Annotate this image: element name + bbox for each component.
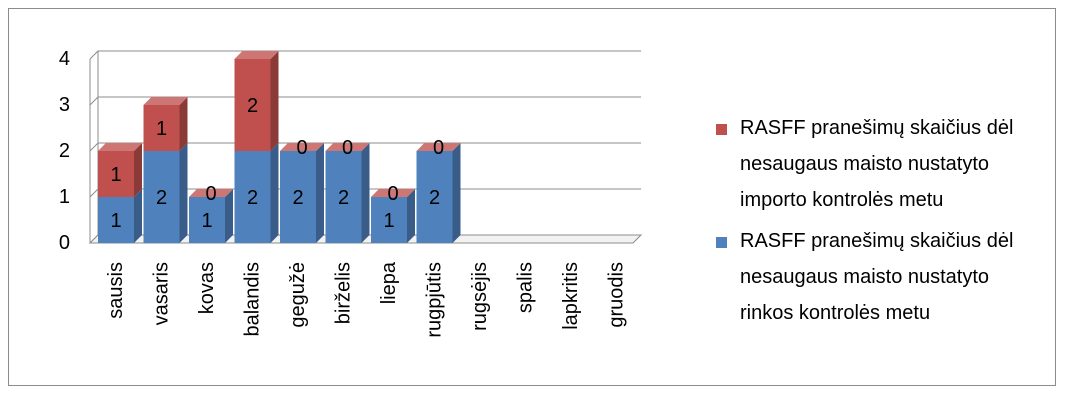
data-label: 2 (338, 187, 349, 209)
x-tick-label: spalis (515, 262, 537, 313)
gridline (89, 50, 641, 60)
chart-frame (8, 8, 1056, 386)
data-label: 2 (247, 95, 258, 117)
bar-top-highlight (416, 143, 461, 151)
legend-line: RASFF pranešimų skaičius dėl (740, 117, 1014, 139)
bar-red-side (179, 97, 188, 151)
bar-red-front (98, 151, 134, 197)
bar-blue-side (134, 189, 142, 243)
bar-top (189, 189, 233, 197)
bar-top-highlight (189, 189, 233, 197)
data-label: 1 (201, 210, 212, 232)
legend-line: rinkos kontrolės metu (740, 302, 931, 324)
bar-top (371, 189, 415, 197)
bar-top (143, 97, 188, 105)
x-tick-label: kovas (196, 262, 218, 314)
data-label: 0 (342, 137, 353, 159)
x-tick-label: liepa (378, 261, 400, 304)
data-label: 0 (205, 183, 216, 205)
bar-blue-front (416, 151, 453, 243)
bar-blue-front (234, 151, 271, 243)
bar-red-side (270, 51, 279, 151)
data-label: 2 (156, 187, 167, 209)
bar-blue-side (179, 143, 188, 243)
x-tick-label: rugsėjis (469, 262, 491, 331)
bar-blue-front (189, 197, 225, 243)
legend-line: importo kontrolės metu (740, 189, 944, 211)
y-tick-label: 1 (59, 186, 70, 208)
bar-top-highlight (371, 189, 415, 197)
bar-blue-side (407, 189, 415, 243)
x-tick-label: lapkritis (560, 262, 582, 330)
y-tick-label: 0 (59, 232, 70, 254)
bar-top (325, 143, 370, 151)
x-tick-label: birželis (333, 262, 355, 324)
bar-top (416, 143, 461, 151)
bar-top-highlight (234, 51, 279, 59)
data-label: 1 (383, 210, 394, 232)
bar-red-front (234, 59, 271, 151)
x-axis-ticks: sausis vasaris kovas balandis gegužė birželis… (105, 261, 628, 337)
x-tick-label: rugpjūtis (424, 262, 446, 338)
legend-label-market: RASFF pranešimų skaičius dėl nesaugaus m… (740, 223, 1050, 331)
data-label: 1 (110, 210, 121, 232)
bar-blue-front (280, 151, 316, 243)
bar-top-highlight (143, 97, 188, 105)
bar-red-front (143, 105, 180, 151)
bar-top-highlight (325, 143, 370, 151)
bar-red-side (134, 143, 142, 197)
data-label: 0 (433, 137, 444, 159)
legend-line: nesaugaus maisto nustatyto (740, 153, 990, 175)
data-label: 2 (429, 187, 440, 209)
data-label: 0 (387, 183, 398, 205)
legend-swatch-import (716, 124, 727, 135)
legend-label-import: RASFF pranešimų skaičius dėl nesaugaus m… (740, 110, 1050, 218)
bar-blue-front (371, 197, 407, 243)
data-label: 1 (156, 118, 167, 140)
x-tick-label: vasaris (151, 262, 173, 325)
x-tick-label: gegužė (287, 262, 309, 328)
legend-line: RASFF pranešimų skaičius dėl (740, 230, 1014, 252)
bar-blue-side (452, 143, 461, 243)
data-labels: 1 1 2 1 1 0 2 2 2 0 2 0 1 0 2 0 (110, 95, 444, 232)
bar-series (98, 51, 461, 243)
legend-line: nesaugaus maisto nustatyto (740, 266, 990, 288)
bar-blue-front (325, 151, 362, 243)
y-axis-ticks: 0 1 2 3 4 (59, 48, 70, 254)
x-tick-label: balandis (242, 262, 264, 337)
data-label: 2 (247, 187, 258, 209)
y-tick-label: 4 (59, 48, 70, 70)
bar-top (280, 143, 324, 151)
legend-swatch-market (716, 237, 727, 248)
bar-blue-side (361, 143, 370, 243)
bar-top (98, 143, 142, 151)
y-tick-label: 2 (59, 140, 70, 162)
bar-blue-front (98, 197, 134, 243)
bar-top (234, 51, 279, 59)
bar-blue-front (143, 151, 180, 243)
bar-top-highlight (98, 143, 142, 151)
data-label: 2 (292, 187, 303, 209)
y-tick-label: 3 (59, 94, 70, 116)
bar-blue-side (270, 143, 279, 243)
data-label: 1 (110, 164, 121, 186)
bar-top-highlight (280, 143, 324, 151)
data-label: 0 (296, 137, 307, 159)
bar-blue-side (225, 189, 233, 243)
x-tick-label: gruodis (606, 262, 628, 328)
bar-blue-side (316, 143, 324, 243)
x-tick-label: sausis (105, 262, 127, 319)
